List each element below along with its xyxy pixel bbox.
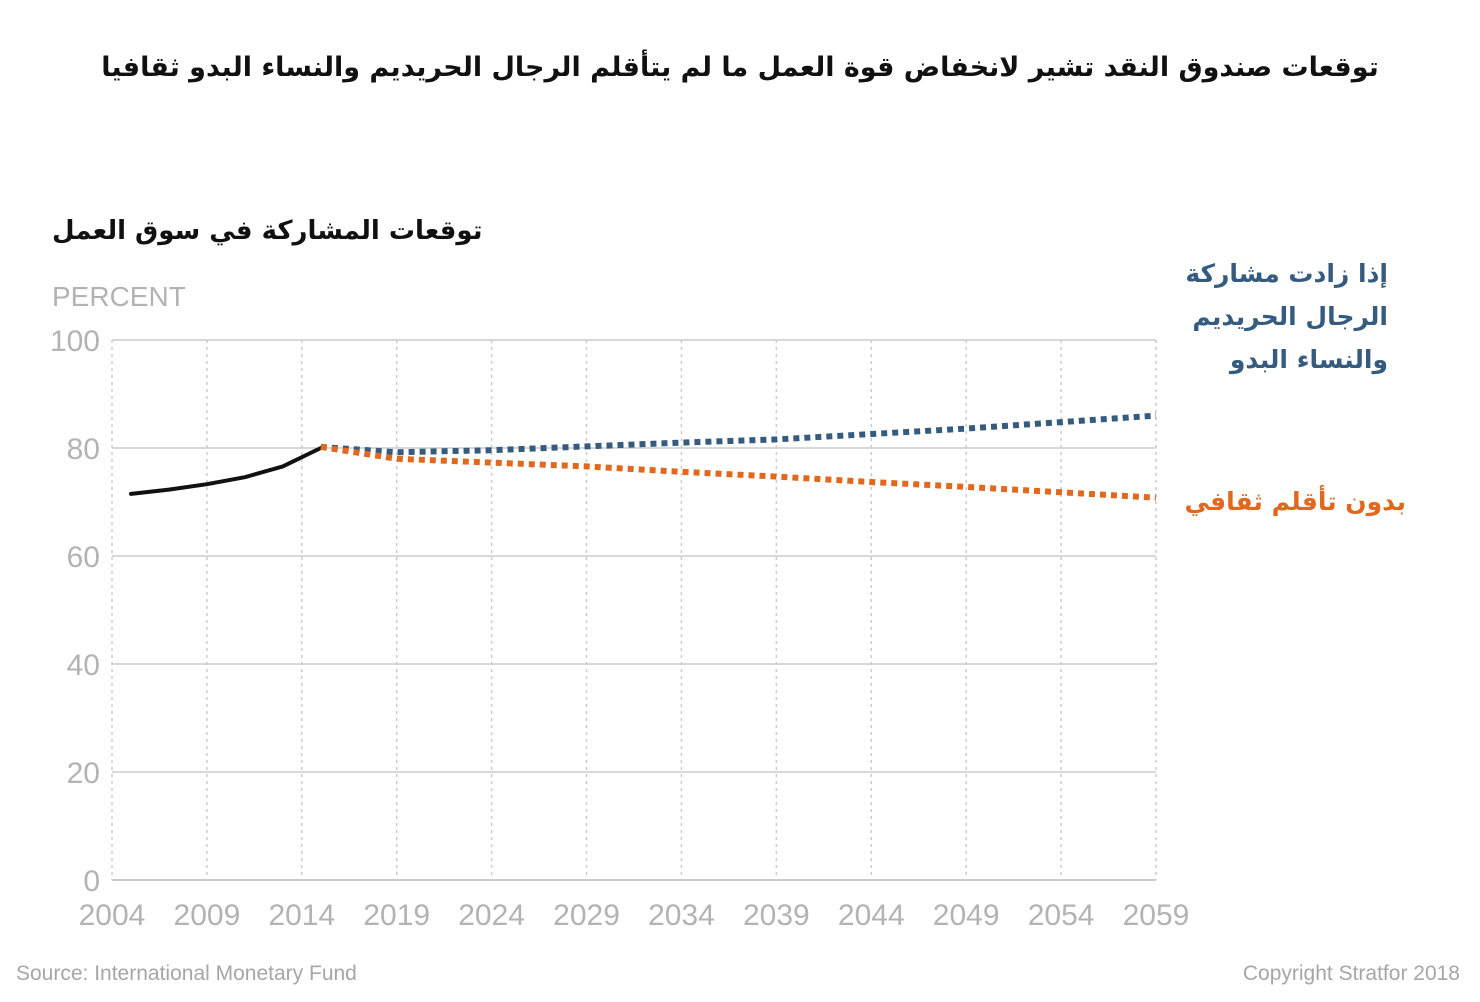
grid [111,339,1157,881]
x-tick-label-2009: 2009 [174,899,241,932]
series-label-no-adapt: بدون تأقلم ثقافي [1184,487,1407,516]
y-axis-unit-label: PERCENT [52,281,186,312]
series-line-historical [129,446,323,496]
series-line-adapt [320,412,1157,456]
chart-title: توقعات صندوق النقد تشير لانخفاض قوة العم… [101,52,1379,83]
x-tick-label-2049: 2049 [933,899,1000,932]
x-tick-label-2044: 2044 [838,899,905,932]
x-tick-label-2059: 2059 [1123,899,1190,932]
series-line-no_adapt [320,443,1157,501]
source-note: Source: International Monetary Fund [16,962,357,985]
x-tick-label-2024: 2024 [458,899,525,932]
x-tick-label-2054: 2054 [1028,899,1095,932]
x-tick-label-2019: 2019 [363,899,430,932]
x-tick-label-2004: 2004 [79,899,146,932]
y-tick-label-60: 60 [67,541,100,574]
series-label-adapt: إذا زادت مشاركة الرجال الحريديم والنساء … [1185,259,1388,374]
y-tick-label-80: 80 [67,433,100,466]
chart-subtitle: توقعات المشاركة في سوق العمل [52,216,483,246]
x-tick-label-2039: 2039 [743,899,810,932]
y-tick-label-0: 0 [83,865,100,898]
y-tick-label-100: 100 [50,325,100,358]
x-tick-label-2014: 2014 [268,899,335,932]
x-tick-label-2034: 2034 [648,899,715,932]
axis-ticks: 0 20 40 60 80 100 2004 2009 2014 2019 2024 2029 2034… [50,325,1189,932]
series-lines [129,412,1157,501]
y-tick-label-40: 40 [67,649,100,682]
x-tick-label-2029: 2029 [553,899,620,932]
copyright-note: Copyright Stratfor 2018 [1242,962,1460,985]
y-tick-label-20: 20 [67,757,100,790]
